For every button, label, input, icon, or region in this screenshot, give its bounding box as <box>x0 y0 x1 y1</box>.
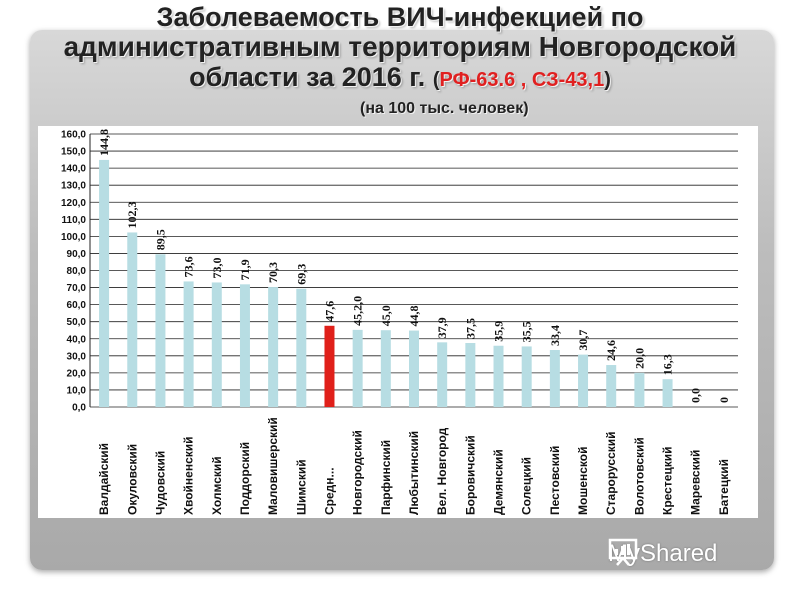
bar <box>465 343 476 407</box>
category-label: Солецкий <box>520 457 534 515</box>
y-tick-label: 0,0 <box>72 403 86 414</box>
rates-open: ( <box>432 69 440 91</box>
data-label: 0,0 <box>689 388 703 403</box>
y-tick-label: 20,0 <box>67 368 87 379</box>
category-label: Маловишерский <box>266 417 280 515</box>
bar <box>268 287 279 407</box>
category-label: Мошенской <box>576 447 590 515</box>
category-label: Батецкий <box>717 459 731 515</box>
y-tick-label: 140,0 <box>61 164 86 175</box>
y-tick-label: 30,0 <box>67 351 87 362</box>
title-line-3: области за 2016 г. (РФ-63.6 , СЗ-43,1) <box>40 62 760 95</box>
data-label: 45,0 <box>379 305 393 326</box>
data-label: 35,5 <box>520 321 534 342</box>
bar <box>634 372 645 407</box>
data-label: 69,3 <box>294 264 308 285</box>
bar <box>380 330 391 407</box>
category-label: Новгородский <box>351 430 365 515</box>
watermark: MyShared <box>608 538 717 570</box>
category-label: Шимский <box>294 459 308 515</box>
category-label: Маревский <box>689 450 703 515</box>
data-label: 45,2,0 <box>351 296 365 326</box>
category-label: Средн... <box>322 467 336 515</box>
y-tick-label: 90,0 <box>67 249 87 260</box>
bar <box>99 159 110 407</box>
bar <box>352 329 363 407</box>
y-tick-label: 50,0 <box>67 317 87 328</box>
category-label: Крестецкий <box>661 446 675 515</box>
y-tick-label: 100,0 <box>61 232 86 243</box>
chart-area: 0,0 10,0 20,0 30,0 40,0 50,0 60,0 70,0 80,0 90,0 1… <box>38 126 758 518</box>
category-label: Валдайский <box>97 443 111 515</box>
y-tick-label: 130,0 <box>61 181 86 192</box>
bar <box>549 350 560 407</box>
bar <box>437 342 448 407</box>
bar <box>578 354 589 407</box>
y-tick-label: 110,0 <box>62 215 87 226</box>
y-tick-label: 60,0 <box>67 300 87 311</box>
chart-subtitle: (на 100 тыс. человек) <box>360 100 529 117</box>
presentation-icon <box>608 538 638 566</box>
data-label: 70,3 <box>266 262 280 283</box>
data-label: 0 <box>717 397 731 403</box>
title-line-2: административным территориям Новгородско… <box>63 31 737 62</box>
bar <box>493 345 504 407</box>
bar <box>296 288 307 407</box>
data-label: 89,5 <box>153 229 167 250</box>
chart-title: Заболеваемость ВИЧ-инфекцией по админист… <box>40 2 760 95</box>
bar <box>521 346 532 407</box>
rates-close: ) <box>604 69 611 91</box>
data-label: 73,6 <box>182 256 196 277</box>
category-label: Хвойненский <box>182 436 196 515</box>
category-label: Поддорский <box>238 442 252 515</box>
bar <box>662 379 673 407</box>
y-tick-label: 10,0 <box>67 385 87 396</box>
bar-chart: 0,0 10,0 20,0 30,0 40,0 50,0 60,0 70,0 80,0 90,0 1… <box>61 129 738 515</box>
data-label: 102,3 <box>125 201 139 228</box>
bar <box>239 284 250 407</box>
category-label: Чудовский <box>153 451 167 515</box>
data-label: 24,6 <box>604 340 618 361</box>
category-label: Любытинский <box>407 431 421 515</box>
category-label: Боровичский <box>463 435 477 515</box>
data-label: 20,0 <box>632 348 646 369</box>
category-label: Волотовский <box>632 437 646 515</box>
federal-rates: (РФ-63.6 , СЗ-43,1) <box>433 69 611 91</box>
title-line-1: Заболеваемость ВИЧ-инфекцией по <box>156 2 644 32</box>
category-label: Демянский <box>492 449 506 515</box>
data-label: 33,4 <box>548 325 562 346</box>
y-tick-label: 160,0 <box>61 130 86 141</box>
category-label: Вел. Новгород <box>435 427 449 515</box>
data-label: 37,5 <box>463 318 477 339</box>
y-tick-label: 40,0 <box>67 334 87 345</box>
category-label: Старорусский <box>604 431 618 515</box>
category-label: Окуловский <box>125 444 139 515</box>
category-label: Холмский <box>210 456 224 515</box>
y-tick-label: 70,0 <box>67 283 87 294</box>
bar <box>127 232 138 407</box>
bar <box>324 325 335 407</box>
data-label: 144,8 <box>97 129 111 156</box>
bar <box>183 281 194 407</box>
bar <box>606 365 617 407</box>
data-label: 16,3 <box>661 354 675 375</box>
rates-value: РФ-63.6 , СЗ-43,1 <box>439 69 605 91</box>
title-line-3-text: области за 2016 г. <box>189 62 426 92</box>
data-label: 71,9 <box>238 259 252 280</box>
y-tick-label: 80,0 <box>67 266 87 277</box>
bar <box>155 254 166 407</box>
data-label: 35,9 <box>492 321 506 342</box>
data-label: 30,7 <box>576 330 590 351</box>
category-label: Пестовский <box>548 446 562 515</box>
bar <box>211 282 222 407</box>
y-tick-label: 150,0 <box>61 147 86 158</box>
data-label: 47,6 <box>322 301 336 322</box>
data-label: 73,0 <box>210 257 224 278</box>
category-label: Парфинский <box>379 440 393 515</box>
data-label: 44,8 <box>407 306 421 327</box>
bar <box>409 330 419 407</box>
data-label: 37,9 <box>435 317 449 338</box>
y-tick-label: 120,0 <box>61 198 86 209</box>
